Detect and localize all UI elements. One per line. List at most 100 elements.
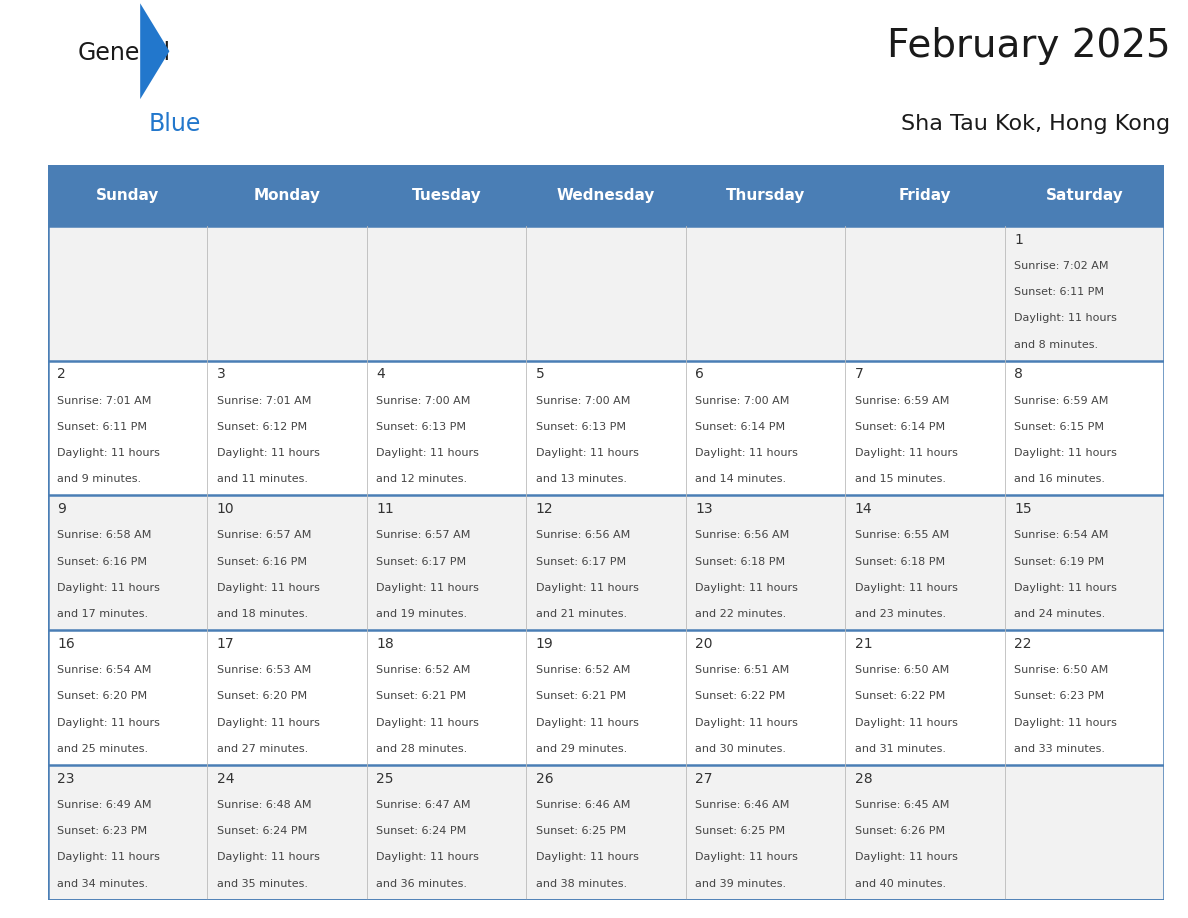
- Text: 17: 17: [216, 637, 234, 651]
- Text: Sunset: 6:19 PM: Sunset: 6:19 PM: [1015, 556, 1105, 566]
- Bar: [685, 765, 845, 900]
- Text: and 15 minutes.: and 15 minutes.: [854, 475, 946, 485]
- Text: 23: 23: [57, 772, 75, 786]
- Text: 24: 24: [216, 772, 234, 786]
- Text: Sunrise: 7:00 AM: Sunrise: 7:00 AM: [536, 396, 630, 406]
- Text: Sunrise: 6:53 AM: Sunrise: 6:53 AM: [216, 666, 311, 675]
- Bar: [1005, 361, 1164, 496]
- Text: and 29 minutes.: and 29 minutes.: [536, 744, 627, 754]
- Bar: [207, 765, 367, 900]
- Bar: [207, 361, 367, 496]
- Text: 16: 16: [57, 637, 75, 651]
- Bar: [48, 226, 207, 361]
- Bar: [207, 226, 367, 361]
- Text: Sunrise: 6:57 AM: Sunrise: 6:57 AM: [377, 531, 470, 541]
- Text: Thursday: Thursday: [726, 188, 805, 203]
- Bar: [367, 496, 526, 630]
- Text: Daylight: 11 hours: Daylight: 11 hours: [216, 448, 320, 458]
- Text: Daylight: 11 hours: Daylight: 11 hours: [57, 583, 160, 593]
- Text: and 13 minutes.: and 13 minutes.: [536, 475, 627, 485]
- Text: 4: 4: [377, 367, 385, 381]
- Text: 12: 12: [536, 502, 554, 516]
- Text: Sunset: 6:25 PM: Sunset: 6:25 PM: [536, 826, 626, 836]
- Text: Wednesday: Wednesday: [557, 188, 655, 203]
- Text: Daylight: 11 hours: Daylight: 11 hours: [57, 448, 160, 458]
- Bar: [685, 496, 845, 630]
- Bar: [845, 226, 1005, 361]
- Text: and 33 minutes.: and 33 minutes.: [1015, 744, 1105, 754]
- Text: Daylight: 11 hours: Daylight: 11 hours: [216, 853, 320, 863]
- Text: Sunrise: 6:56 AM: Sunrise: 6:56 AM: [536, 531, 630, 541]
- Text: and 21 minutes.: and 21 minutes.: [536, 610, 627, 620]
- Text: and 30 minutes.: and 30 minutes.: [695, 744, 786, 754]
- Bar: [685, 630, 845, 765]
- Text: Monday: Monday: [253, 188, 321, 203]
- Text: 11: 11: [377, 502, 394, 516]
- Text: Sunset: 6:24 PM: Sunset: 6:24 PM: [377, 826, 467, 836]
- Text: Sunset: 6:14 PM: Sunset: 6:14 PM: [854, 422, 944, 432]
- Text: Sunrise: 6:47 AM: Sunrise: 6:47 AM: [377, 800, 470, 810]
- Text: and 36 minutes.: and 36 minutes.: [377, 879, 467, 889]
- Text: February 2025: February 2025: [886, 28, 1170, 65]
- Text: Daylight: 11 hours: Daylight: 11 hours: [536, 448, 639, 458]
- Text: Sunrise: 6:45 AM: Sunrise: 6:45 AM: [854, 800, 949, 810]
- Bar: [845, 496, 1005, 630]
- Text: Sunset: 6:15 PM: Sunset: 6:15 PM: [1015, 422, 1105, 432]
- Text: Sunrise: 6:49 AM: Sunrise: 6:49 AM: [57, 800, 152, 810]
- Text: Sunset: 6:22 PM: Sunset: 6:22 PM: [695, 691, 785, 701]
- Text: and 9 minutes.: and 9 minutes.: [57, 475, 141, 485]
- Text: and 35 minutes.: and 35 minutes.: [216, 879, 308, 889]
- Bar: [48, 630, 207, 765]
- Text: General: General: [77, 41, 170, 65]
- Text: 27: 27: [695, 772, 713, 786]
- Text: Daylight: 11 hours: Daylight: 11 hours: [216, 718, 320, 728]
- Text: Sunrise: 6:54 AM: Sunrise: 6:54 AM: [1015, 531, 1108, 541]
- Text: and 28 minutes.: and 28 minutes.: [377, 744, 467, 754]
- Text: Sunset: 6:26 PM: Sunset: 6:26 PM: [854, 826, 944, 836]
- Text: Sunset: 6:16 PM: Sunset: 6:16 PM: [57, 556, 147, 566]
- Text: 5: 5: [536, 367, 544, 381]
- Text: 26: 26: [536, 772, 554, 786]
- Bar: [845, 765, 1005, 900]
- Text: Daylight: 11 hours: Daylight: 11 hours: [377, 583, 479, 593]
- Text: Sunday: Sunday: [95, 188, 159, 203]
- Text: Sunset: 6:23 PM: Sunset: 6:23 PM: [1015, 691, 1105, 701]
- Bar: [207, 630, 367, 765]
- Text: Sunrise: 6:52 AM: Sunrise: 6:52 AM: [536, 666, 630, 675]
- Text: Sunrise: 6:59 AM: Sunrise: 6:59 AM: [1015, 396, 1108, 406]
- Text: 19: 19: [536, 637, 554, 651]
- Text: Daylight: 11 hours: Daylight: 11 hours: [377, 718, 479, 728]
- Bar: [1005, 765, 1164, 900]
- Bar: [367, 361, 526, 496]
- Text: and 25 minutes.: and 25 minutes.: [57, 744, 148, 754]
- Text: and 16 minutes.: and 16 minutes.: [1015, 475, 1105, 485]
- Text: Sunrise: 6:50 AM: Sunrise: 6:50 AM: [854, 666, 949, 675]
- Text: Sunset: 6:11 PM: Sunset: 6:11 PM: [1015, 287, 1105, 297]
- Bar: [845, 361, 1005, 496]
- Text: and 11 minutes.: and 11 minutes.: [216, 475, 308, 485]
- Text: Daylight: 11 hours: Daylight: 11 hours: [1015, 313, 1117, 323]
- Bar: [1005, 226, 1164, 361]
- Text: Daylight: 11 hours: Daylight: 11 hours: [854, 853, 958, 863]
- Polygon shape: [140, 4, 170, 99]
- Text: 8: 8: [1015, 367, 1023, 381]
- Text: Sunset: 6:17 PM: Sunset: 6:17 PM: [536, 556, 626, 566]
- Text: and 8 minutes.: and 8 minutes.: [1015, 340, 1099, 350]
- Text: Sunset: 6:24 PM: Sunset: 6:24 PM: [216, 826, 307, 836]
- Bar: [685, 361, 845, 496]
- Text: Daylight: 11 hours: Daylight: 11 hours: [695, 583, 798, 593]
- Text: Daylight: 11 hours: Daylight: 11 hours: [695, 718, 798, 728]
- Text: Sunset: 6:13 PM: Sunset: 6:13 PM: [536, 422, 626, 432]
- Text: Sunset: 6:20 PM: Sunset: 6:20 PM: [216, 691, 307, 701]
- Text: Sunrise: 6:50 AM: Sunrise: 6:50 AM: [1015, 666, 1108, 675]
- Text: Sunrise: 6:59 AM: Sunrise: 6:59 AM: [854, 396, 949, 406]
- Text: Daylight: 11 hours: Daylight: 11 hours: [536, 853, 639, 863]
- Text: and 12 minutes.: and 12 minutes.: [377, 475, 467, 485]
- Text: 21: 21: [854, 637, 872, 651]
- Text: Daylight: 11 hours: Daylight: 11 hours: [1015, 448, 1117, 458]
- Text: Sunrise: 7:02 AM: Sunrise: 7:02 AM: [1015, 261, 1108, 271]
- Text: Sunrise: 7:00 AM: Sunrise: 7:00 AM: [377, 396, 470, 406]
- Text: Sunrise: 7:00 AM: Sunrise: 7:00 AM: [695, 396, 790, 406]
- Text: and 22 minutes.: and 22 minutes.: [695, 610, 786, 620]
- Text: Sunrise: 6:46 AM: Sunrise: 6:46 AM: [695, 800, 790, 810]
